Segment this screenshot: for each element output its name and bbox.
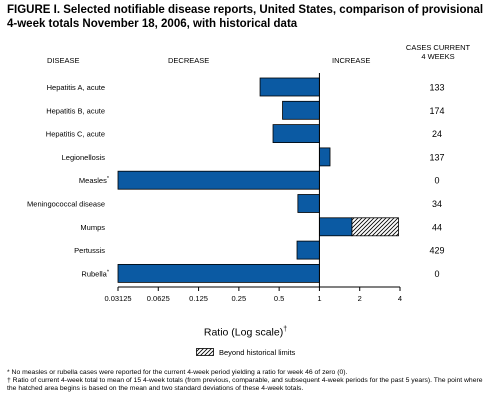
disease-label-mark-rubella: *: [107, 269, 110, 275]
x-tick-label-4: 0.5: [274, 294, 284, 303]
column-header-increase: INCREASE: [332, 56, 371, 65]
footnote-dagger: † Ratio of current 4-week total to mean …: [7, 377, 483, 392]
cases-value-legionellosis: 137: [429, 152, 444, 162]
column-header-cases-line2: 4 WEEKS: [421, 52, 455, 61]
cases-value-hepatitis-b-acute: 174: [429, 106, 444, 116]
bar-beyond-limit-mumps: [351, 217, 399, 237]
cases-value-mumps: 44: [432, 222, 442, 232]
x-axis-title-text: Ratio (Log scale): [203, 326, 284, 339]
cases-value-hepatitis-c-acute: 24: [432, 129, 442, 139]
footnote-star: * No measles or rubella cases were repor…: [7, 369, 348, 376]
disease-label-pertussis: Pertussis: [74, 246, 105, 255]
bar-pertussis: [296, 240, 320, 260]
disease-label-meningococcal-disease: Meningococcal disease: [27, 200, 105, 209]
disease-label-mark-measles: *: [107, 176, 110, 182]
disease-label-legionellosis: Legionellosis: [62, 153, 106, 162]
disease-label-hepatitis-c-acute: Hepatitis C, acute: [46, 130, 105, 139]
footnotes: * No measles or rubella cases were repor…: [7, 369, 485, 393]
x-axis-title-mark: †: [283, 326, 288, 333]
bars-layer: Hepatitis A, acute 133 Hepatitis B, acute 1…: [27, 77, 445, 283]
disease-label-hepatitis-b-acute: Hepatitis B, acute: [46, 106, 105, 115]
cases-value-meningococcal-disease: 34: [432, 199, 442, 209]
disease-label-mumps: Mumps: [80, 223, 105, 232]
x-tick-label-6: 2: [358, 294, 362, 303]
legend: Beyond historical limits: [196, 348, 295, 357]
bar-rubella: [117, 263, 320, 283]
column-header-cases: CASES CURRENT 4 WEEKS: [390, 43, 486, 61]
x-tick-label-1: 0.0625: [147, 294, 170, 303]
legend-hatch-swatch: [196, 348, 214, 356]
x-tick-label-5: 1: [317, 294, 321, 303]
x-axis-title: Ratio (Log scale)†: [0, 326, 491, 339]
cases-value-measles: 0: [434, 176, 439, 186]
figure-title: FIGURE I. Selected notifiable disease re…: [7, 4, 484, 30]
disease-label-hepatitis-a-acute: Hepatitis A, acute: [47, 83, 105, 92]
x-tick-label-0: 0.03125: [104, 294, 131, 303]
x-tick-label-2: 0.125: [189, 294, 208, 303]
x-axis: 0.03125 0.0625 0.125 0.25 0.5 1 2 4: [104, 73, 402, 303]
bar-mumps: [319, 217, 353, 237]
bar-hepatitis-c-acute: [272, 124, 320, 143]
disease-label-measles: Measles*: [79, 176, 110, 185]
bar-hepatitis-a-acute: [259, 77, 320, 97]
bar-meningococcal-disease: [297, 194, 320, 213]
cases-value-hepatitis-a-acute: 133: [429, 83, 444, 93]
column-header-disease: DISEASE: [47, 56, 80, 65]
disease-label-rubella: Rubella*: [81, 269, 109, 278]
bar-measles: [117, 170, 320, 190]
x-tick-label-7: 4: [398, 294, 402, 303]
column-header-cases-line1: CASES CURRENT: [405, 43, 471, 52]
bar-legionellosis: [319, 147, 331, 167]
column-header-decrease: DECREASE: [168, 56, 210, 65]
cases-value-pertussis: 429: [429, 246, 444, 256]
bar-hepatitis-b-acute: [282, 100, 320, 120]
cases-value-rubella: 0: [434, 269, 439, 279]
legend-label: Beyond historical limits: [219, 348, 296, 357]
x-tick-label-3: 0.25: [232, 294, 247, 303]
